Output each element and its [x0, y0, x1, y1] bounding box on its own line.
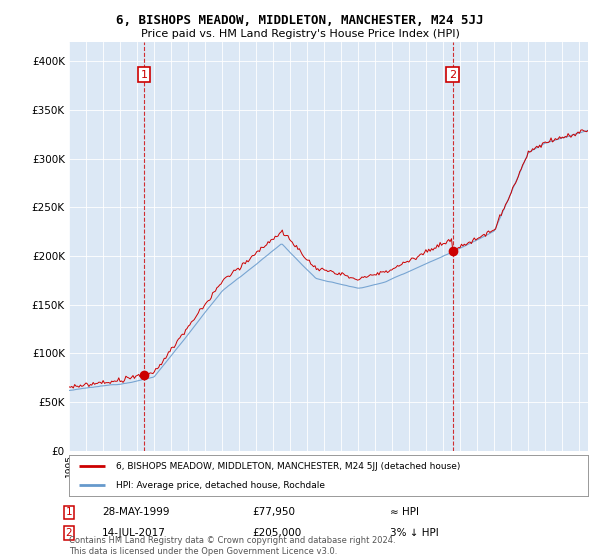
- Text: 3% ↓ HPI: 3% ↓ HPI: [390, 528, 439, 538]
- Text: HPI: Average price, detached house, Rochdale: HPI: Average price, detached house, Roch…: [116, 481, 325, 490]
- Text: 1: 1: [140, 69, 148, 80]
- Text: 28-MAY-1999: 28-MAY-1999: [102, 507, 170, 517]
- Text: ≈ HPI: ≈ HPI: [390, 507, 419, 517]
- Text: 2: 2: [65, 528, 73, 538]
- Text: 14-JUL-2017: 14-JUL-2017: [102, 528, 166, 538]
- Text: Price paid vs. HM Land Registry's House Price Index (HPI): Price paid vs. HM Land Registry's House …: [140, 29, 460, 39]
- Text: 6, BISHOPS MEADOW, MIDDLETON, MANCHESTER, M24 5JJ (detached house): 6, BISHOPS MEADOW, MIDDLETON, MANCHESTER…: [116, 461, 460, 470]
- Text: £77,950: £77,950: [252, 507, 295, 517]
- Text: £205,000: £205,000: [252, 528, 301, 538]
- Text: 2: 2: [449, 69, 456, 80]
- Text: Contains HM Land Registry data © Crown copyright and database right 2024.
This d: Contains HM Land Registry data © Crown c…: [69, 536, 395, 556]
- Text: 6, BISHOPS MEADOW, MIDDLETON, MANCHESTER, M24 5JJ: 6, BISHOPS MEADOW, MIDDLETON, MANCHESTER…: [116, 14, 484, 27]
- Text: 1: 1: [65, 507, 73, 517]
